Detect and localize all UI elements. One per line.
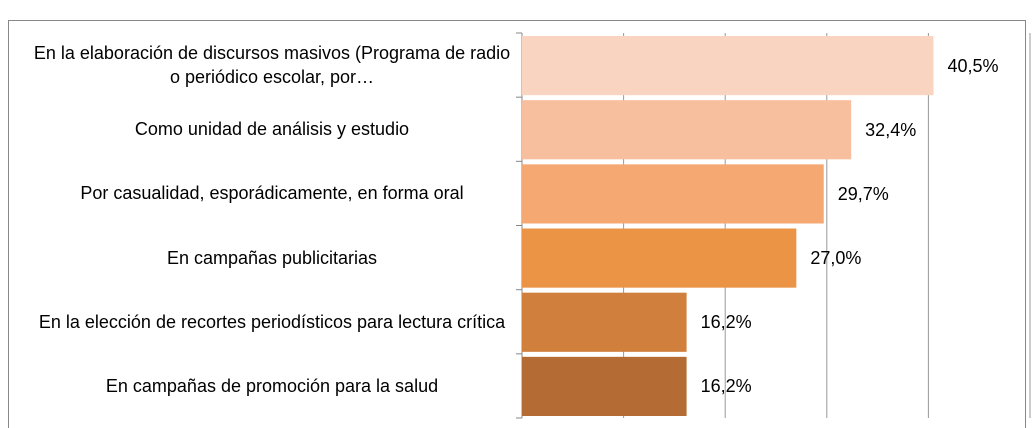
value-label: 16,2% <box>700 312 752 333</box>
bar <box>522 292 687 352</box>
value-label: 32,4% <box>865 119 917 140</box>
category-label: Como unidad de análisis y estudio <box>134 119 410 140</box>
bar <box>522 36 934 96</box>
bar <box>522 164 824 224</box>
category-label: En la elección de recortes periodísticos… <box>38 311 506 332</box>
value-label: 16,2% <box>700 376 752 397</box>
category-label: Por casualidad, esporádicamente, en form… <box>80 183 464 204</box>
value-label: 40,5% <box>947 55 999 76</box>
value-label: 29,7% <box>837 183 889 204</box>
bar <box>522 100 852 160</box>
bar <box>522 228 797 288</box>
category-label: En campañas publicitarias <box>166 247 378 268</box>
chart-border <box>8 20 1026 428</box>
category-label: En la elaboración de discursos masivos (… <box>33 43 511 88</box>
category-label: En campañas de promoción para la salud <box>105 375 439 396</box>
bar <box>522 356 687 416</box>
value-label: 27,0% <box>810 248 862 269</box>
